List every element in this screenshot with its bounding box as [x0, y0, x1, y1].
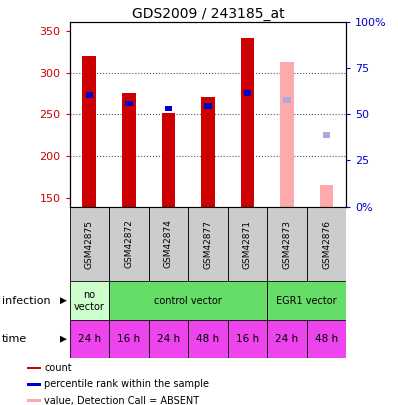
- Bar: [82, 56, 96, 207]
- Bar: [204, 103, 212, 109]
- Polygon shape: [60, 297, 67, 305]
- Bar: [149, 320, 188, 358]
- Bar: [320, 185, 334, 207]
- Text: percentile rank within the sample: percentile rank within the sample: [44, 379, 209, 389]
- Bar: [149, 207, 188, 281]
- Text: 16 h: 16 h: [117, 334, 140, 344]
- Bar: [109, 320, 149, 358]
- Text: time: time: [2, 334, 27, 344]
- Text: 48 h: 48 h: [196, 334, 220, 344]
- Bar: [70, 281, 109, 320]
- Text: GSM42876: GSM42876: [322, 220, 331, 269]
- Text: 24 h: 24 h: [157, 334, 180, 344]
- Bar: [244, 90, 251, 96]
- Title: GDS2009 / 243185_at: GDS2009 / 243185_at: [132, 7, 284, 21]
- Bar: [70, 207, 109, 281]
- Bar: [188, 207, 228, 281]
- Bar: [307, 320, 346, 358]
- Bar: [86, 92, 93, 98]
- Bar: [27, 399, 41, 402]
- Bar: [228, 207, 267, 281]
- Text: GSM42875: GSM42875: [85, 220, 94, 269]
- Text: 16 h: 16 h: [236, 334, 259, 344]
- Text: control vector: control vector: [154, 296, 222, 306]
- Text: GSM42871: GSM42871: [243, 220, 252, 269]
- Bar: [27, 367, 41, 369]
- Text: value, Detection Call = ABSENT: value, Detection Call = ABSENT: [44, 396, 199, 405]
- Bar: [323, 132, 330, 138]
- Text: GSM42872: GSM42872: [125, 220, 133, 269]
- Text: GSM42874: GSM42874: [164, 220, 173, 269]
- Bar: [240, 38, 254, 207]
- Bar: [307, 207, 346, 281]
- Bar: [122, 93, 136, 207]
- Bar: [125, 100, 133, 107]
- Text: 48 h: 48 h: [315, 334, 338, 344]
- Bar: [267, 320, 307, 358]
- Text: 24 h: 24 h: [78, 334, 101, 344]
- Bar: [280, 62, 294, 207]
- Text: GSM42873: GSM42873: [283, 220, 291, 269]
- Bar: [162, 113, 176, 207]
- Bar: [109, 281, 267, 320]
- Text: no
vector: no vector: [74, 290, 105, 311]
- Bar: [188, 320, 228, 358]
- Bar: [267, 207, 307, 281]
- Bar: [70, 320, 109, 358]
- Bar: [201, 97, 215, 207]
- Bar: [267, 281, 346, 320]
- Bar: [283, 97, 291, 103]
- Bar: [109, 207, 149, 281]
- Text: EGR1 vector: EGR1 vector: [277, 296, 337, 306]
- Polygon shape: [60, 336, 67, 343]
- Bar: [228, 320, 267, 358]
- Bar: [165, 106, 172, 111]
- Text: GSM42877: GSM42877: [203, 220, 213, 269]
- Text: count: count: [44, 363, 72, 373]
- Bar: [27, 383, 41, 386]
- Text: 24 h: 24 h: [275, 334, 298, 344]
- Text: infection: infection: [2, 296, 51, 306]
